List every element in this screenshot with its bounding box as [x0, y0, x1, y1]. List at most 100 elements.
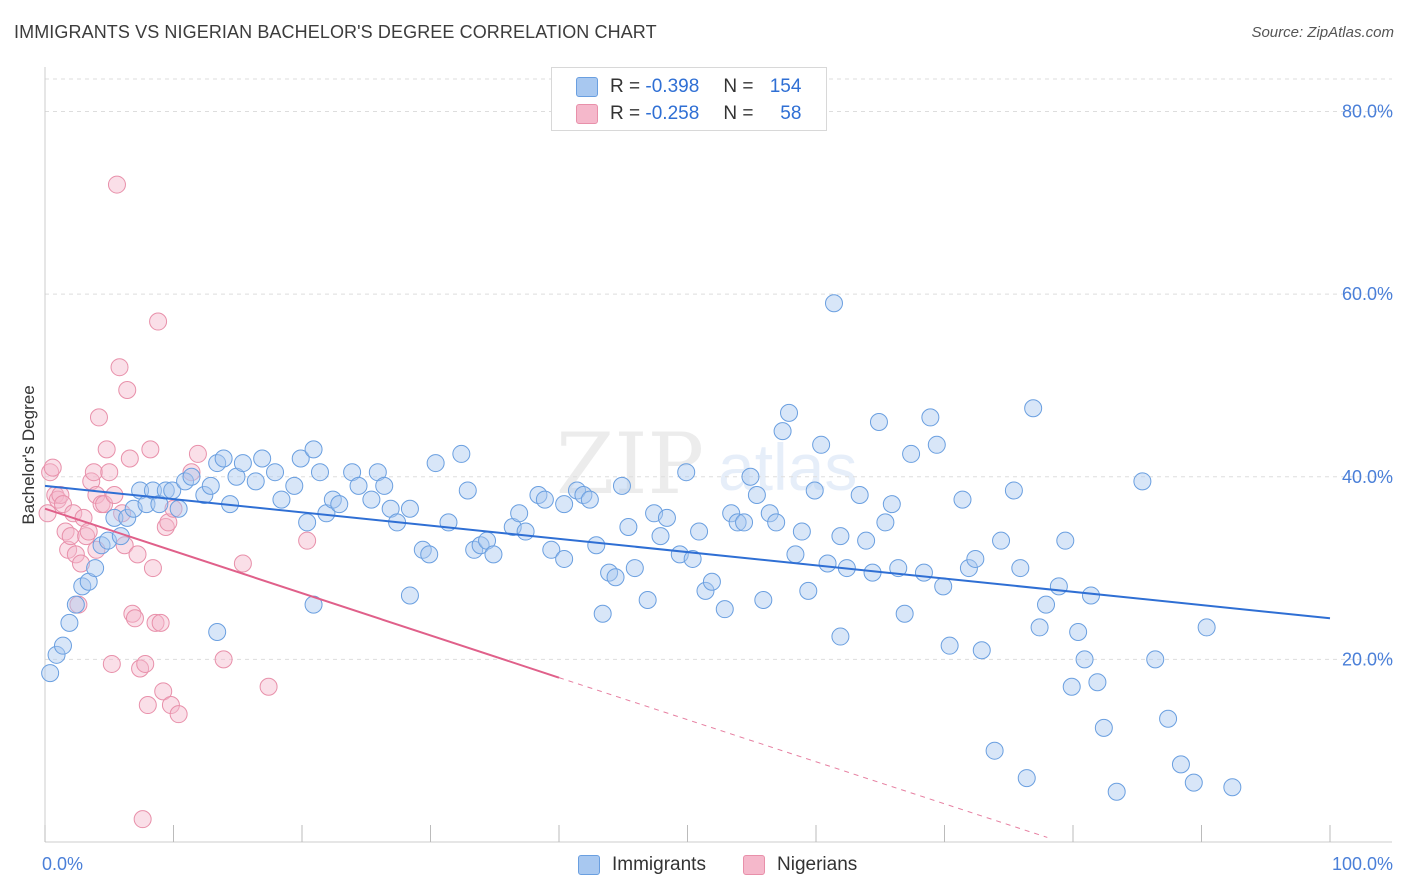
immigrant-point — [882, 495, 901, 514]
immigrant-point — [41, 664, 60, 683]
nigerian-point — [146, 613, 165, 632]
immigrant-point — [465, 540, 484, 559]
nigerian-point — [120, 449, 139, 468]
nigerian-point — [136, 654, 155, 673]
immigrant-point — [233, 454, 252, 473]
immigrant-point — [310, 463, 329, 482]
immigrant-point — [400, 499, 419, 518]
immigrant-point — [812, 435, 831, 454]
immigrant-point — [773, 422, 792, 441]
immigrant-point — [66, 595, 85, 614]
immigrant-point — [600, 563, 619, 582]
immigrant-point — [966, 549, 985, 568]
immigrant-point — [574, 486, 593, 505]
immigrant-point — [696, 581, 715, 600]
nigerian-point — [102, 654, 121, 673]
immigrant-point — [722, 504, 741, 523]
immigrant-point — [1037, 595, 1056, 614]
immigrant-point — [208, 454, 227, 473]
immigrant-point — [914, 563, 933, 582]
immigrant-point — [535, 490, 554, 509]
nigerian-point — [182, 463, 201, 482]
immigrant-point — [375, 476, 394, 495]
immigrant-point — [953, 490, 972, 509]
immigrant-point — [1197, 618, 1216, 637]
chart-title: IMMIGRANTS VS NIGERIAN BACHELOR'S DEGREE… — [14, 22, 657, 42]
immigrant-point — [323, 490, 342, 509]
legend-swatch-nigerians — [576, 104, 598, 124]
immigrant-point — [484, 545, 503, 564]
legend-r-value: -0.398 — [645, 76, 700, 97]
immigrant-point — [876, 513, 895, 532]
immigrant-point — [593, 604, 612, 623]
immigrant-point — [420, 545, 439, 564]
immigrant-point — [792, 522, 811, 541]
legend-r-value: -0.258 — [645, 103, 700, 124]
immigrant-point — [426, 454, 445, 473]
immigrant-point — [60, 613, 79, 632]
immigrant-point — [799, 581, 818, 600]
immigrant-point — [940, 636, 959, 655]
immigrant-point — [754, 591, 773, 610]
legend-n-label: N = — [723, 103, 754, 124]
immigrant-point — [760, 504, 779, 523]
immigrant-point — [735, 513, 754, 532]
nigerian-point — [84, 463, 103, 482]
legend-r-label: R = — [610, 76, 641, 97]
nigerians-points — [38, 175, 317, 829]
nigerian-point — [100, 463, 119, 482]
bottom-legend-label: Immigrants — [612, 854, 706, 875]
immigrant-point — [625, 559, 644, 578]
immigrant-point — [1017, 769, 1036, 788]
immigrant-point — [298, 513, 317, 532]
bottom-legend-label: Nigerians — [777, 854, 858, 875]
immigrant-point — [1146, 650, 1165, 669]
nigerian-point — [53, 495, 72, 514]
immigrant-point — [169, 499, 188, 518]
immigrant-point — [208, 622, 227, 641]
legend-swatch-immigrants — [576, 77, 598, 97]
y-tick-label: 20.0% — [1342, 649, 1393, 669]
immigrant-point — [510, 504, 529, 523]
immigrant-point — [934, 577, 953, 596]
immigrant-point — [272, 490, 291, 509]
immigrant-point — [266, 463, 285, 482]
immigrant-point — [118, 508, 137, 527]
nigerian-point — [151, 613, 170, 632]
immigrant-point — [1159, 709, 1178, 728]
nigerian-point — [159, 513, 178, 532]
axes — [44, 67, 1392, 843]
immigrant-point — [786, 545, 805, 564]
immigrant-point — [895, 604, 914, 623]
immigrant-point — [304, 440, 323, 459]
nigerian-point — [298, 531, 317, 550]
nigerian-point — [61, 527, 80, 546]
immigrant-point — [869, 412, 888, 431]
legend-n-value: 154 — [769, 76, 802, 97]
nigerian-point — [118, 381, 137, 400]
nigerian-point — [125, 609, 144, 628]
nigerian-point — [133, 810, 152, 829]
immigrant-point — [619, 517, 638, 536]
source-label: Source: ZipAtlas.com — [1251, 24, 1394, 41]
immigrant-point — [1171, 755, 1190, 774]
immigrant-point — [1133, 472, 1152, 491]
bottom-legend-immigrants: Immigrants — [578, 852, 706, 878]
immigrant-point — [612, 476, 631, 495]
immigrants-points — [41, 294, 1242, 801]
immigrant-point — [992, 531, 1011, 550]
nigerian-point — [115, 536, 134, 555]
immigrant-point — [214, 449, 233, 468]
immigrant-point — [246, 472, 265, 491]
trend-lines — [44, 484, 1331, 838]
nigerian-point — [214, 650, 233, 669]
immigrant-point — [1223, 778, 1242, 797]
immigrant-point — [805, 481, 824, 500]
nigerian-point — [188, 444, 207, 463]
immigrant-point — [1062, 677, 1081, 696]
immigrant-point — [1004, 481, 1023, 500]
immigrant-point — [587, 536, 606, 555]
watermark: ZIP atlas — [556, 415, 857, 513]
watermark-atlas: atlas — [718, 430, 857, 504]
